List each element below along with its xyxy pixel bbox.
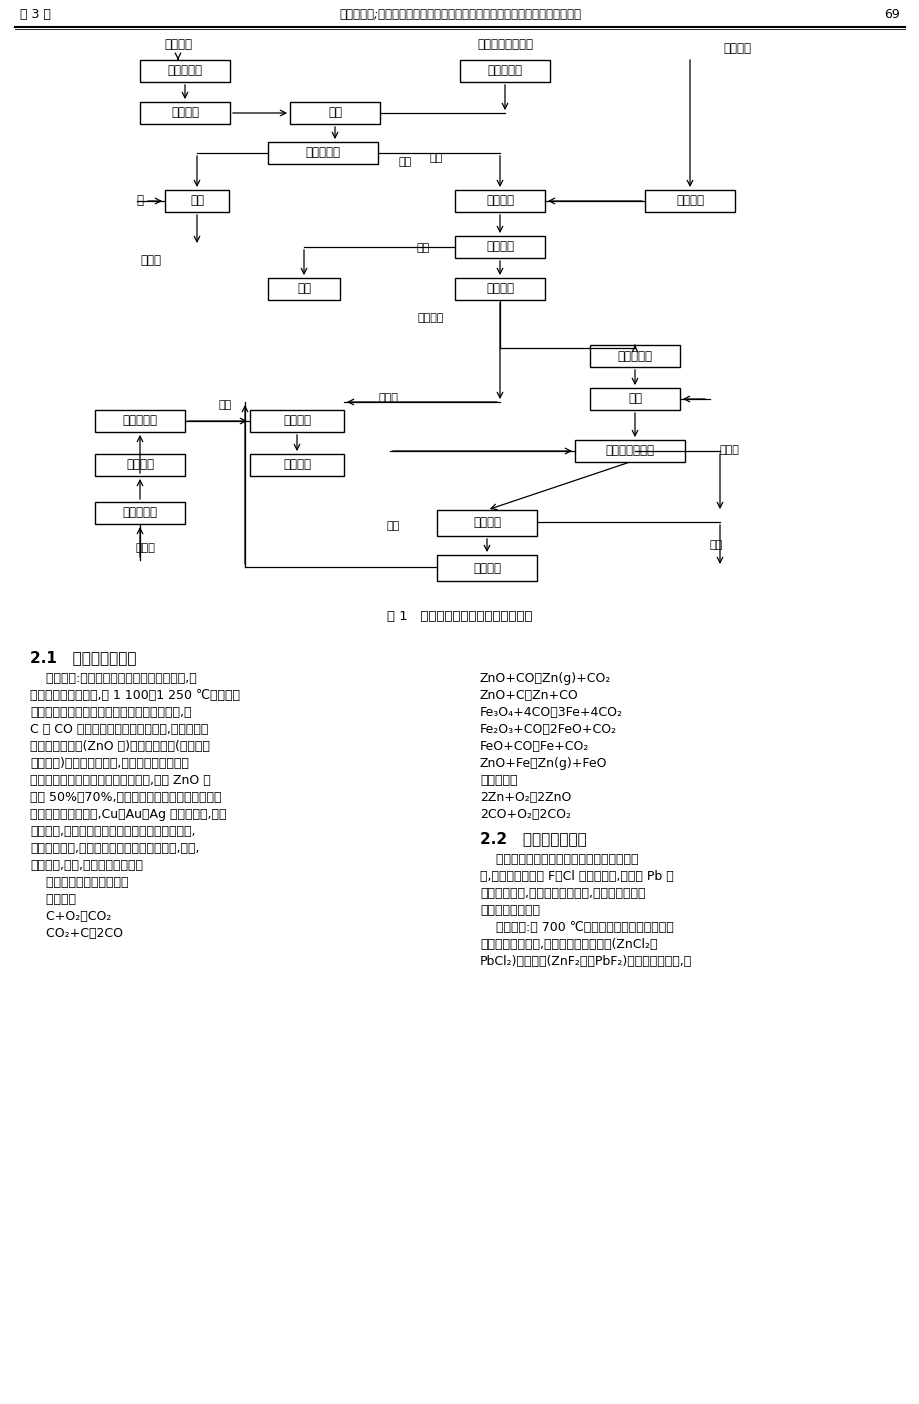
Bar (267, 142, 378, 164)
Text: CO₂+C＝2CO: CO₂+C＝2CO (30, 927, 123, 941)
Text: 2.2   回转窑二次焙烧: 2.2 回转窑二次焙烧 (480, 831, 586, 847)
Bar (437, 510, 537, 536)
Text: 蒸汽: 蒸汽 (416, 243, 429, 253)
Text: C+O₂＝CO₂: C+O₂＝CO₂ (30, 910, 111, 922)
Text: 回转窑二次焙烧: 回转窑二次焙烧 (605, 445, 653, 458)
Text: 石灰浆配置: 石灰浆配置 (122, 414, 157, 427)
Text: Fe₂O₃+CO＝2FeO+CO₂: Fe₂O₃+CO＝2FeO+CO₂ (480, 723, 617, 736)
Text: C 和 CO 还原为金属挥发而进入气相,在气相中又: C 和 CO 还原为金属挥发而进入气相,在气相中又 (30, 723, 208, 736)
Bar (644, 190, 734, 212)
Text: 工艺原理:往含锌物料中配入焦粉或无烟煤,由: 工艺原理:往含锌物料中配入焦粉或无烟煤,由 (30, 673, 197, 685)
Text: FeO+CO＝Fe+CO₂: FeO+CO＝Fe+CO₂ (480, 740, 589, 753)
Bar (589, 345, 679, 366)
Text: 锅炉换热)后导入收尘系统,使氧化物被收集。次: 锅炉换热)后导入收尘系统,使氧化物被收集。次 (30, 757, 188, 769)
Text: 达标排放: 达标排放 (283, 459, 311, 472)
Text: 剩焦返回使用,浮选后的余渣呈中性、颗粒状,多孔,: 剩焦返回使用,浮选后的余渣呈中性、颗粒状,多孔, (30, 842, 199, 855)
Text: 布袋收尘: 布袋收尘 (485, 282, 514, 295)
Text: 2Zn+O₂＝2ZnO: 2Zn+O₂＝2ZnO (480, 790, 571, 804)
Bar (250, 410, 344, 432)
Text: 含锌废料: 含锌废料 (164, 38, 192, 51)
Text: 水淬渣: 水淬渣 (140, 254, 161, 267)
Text: 氧化锌产品一般采用袋式除尘器收集,其中 ZnO 含: 氧化锌产品一般采用袋式除尘器收集,其中 ZnO 含 (30, 774, 210, 788)
Text: 重力沉降: 重力沉降 (485, 195, 514, 208)
Text: 回转窑挥发: 回转窑挥发 (305, 146, 340, 160)
Text: 石灰粉仓: 石灰粉仓 (126, 459, 153, 472)
Text: 锌焙砂: 锌焙砂 (720, 445, 739, 455)
Bar (589, 388, 679, 410)
Bar (455, 278, 544, 300)
Bar (140, 60, 230, 81)
Bar (95, 410, 185, 432)
Text: 窑内主要化学反应如下：: 窑内主要化学反应如下： (30, 876, 129, 889)
Text: 烟气脱硫: 烟气脱硫 (283, 414, 311, 427)
Text: 料。在回转窑作业中,Cu、Au、Ag 是不挥发的,存在: 料。在回转窑作业中,Cu、Au、Ag 是不挥发的,存在 (30, 807, 226, 821)
Text: 窑尾加入到回转窑内,在 1 100～1 250 ℃高温下处: 窑尾加入到回转窑内,在 1 100～1 250 ℃高温下处 (30, 689, 240, 702)
Text: 提供合格的原料。: 提供合格的原料。 (480, 904, 539, 917)
Text: 烟气冷却: 烟气冷却 (472, 517, 501, 529)
Text: 原料配伍: 原料配伍 (171, 107, 199, 119)
Text: 料层上层：: 料层上层： (480, 774, 517, 788)
Text: 石灰石: 石灰石 (135, 543, 154, 553)
Text: 天然气: 天然气 (378, 393, 398, 403)
Text: 软水制备: 软水制备 (675, 195, 703, 208)
Text: 发电: 发电 (297, 282, 311, 295)
Bar (95, 453, 185, 476)
Bar (460, 60, 550, 81)
Text: 有价金属元素,提高次氧化锌质量,为后续湿法炼锌: 有价金属元素,提高次氧化锌质量,为后续湿法炼锌 (480, 887, 645, 900)
Text: Fe₃O₄+4CO＝3Fe+4CO₂: Fe₃O₄+4CO＝3Fe+4CO₂ (480, 706, 622, 719)
Text: 焦炭、自产碳精矿: 焦炭、自产碳精矿 (476, 38, 532, 51)
Text: 2.1   回转窑还原烟化: 2.1 回转窑还原烟化 (30, 650, 136, 665)
Text: ZnO+CO＝Zn(g)+CO₂: ZnO+CO＝Zn(g)+CO₂ (480, 673, 611, 685)
Bar (437, 555, 537, 581)
Bar (455, 236, 544, 258)
Text: 布袋收尘: 布袋收尘 (472, 562, 501, 574)
Bar (140, 102, 230, 124)
Text: 烧,主要目的为脱除 F、Cl 等有害杂质,并富集 Pb 等: 烧,主要目的为脱除 F、Cl 等有害杂质,并富集 Pb 等 (480, 870, 673, 883)
Text: 工艺原理:在 700 ℃左右的高温、并保持炉内有: 工艺原理:在 700 ℃左右的高温、并保持炉内有 (480, 921, 673, 934)
Text: 原料库存放: 原料库存放 (167, 65, 202, 77)
Text: 上料: 上料 (328, 107, 342, 119)
Text: 烟气: 烟气 (398, 157, 412, 167)
Text: 次氧化锌: 次氧化锌 (417, 313, 444, 323)
Text: 焦炭库存放: 焦炭库存放 (487, 65, 522, 77)
Text: 尾粉: 尾粉 (709, 541, 722, 550)
Text: 中转、暂存: 中转、暂存 (617, 350, 652, 362)
Text: 烟气: 烟气 (219, 400, 232, 410)
Bar (574, 439, 685, 462)
Text: 水: 水 (136, 194, 143, 206)
Text: 窑渣: 窑渣 (429, 153, 443, 163)
Text: ZnO+C＝Zn+CO: ZnO+C＝Zn+CO (480, 689, 578, 702)
Text: ZnO+Fe＝Zn(g)+FeO: ZnO+Fe＝Zn(g)+FeO (480, 757, 607, 769)
Text: 工业新水: 工业新水 (722, 42, 750, 55)
Text: 料层内：: 料层内： (30, 893, 76, 906)
Text: 余热回收: 余热回收 (485, 240, 514, 254)
Text: 水淬: 水淬 (190, 195, 204, 208)
Text: 烟气: 烟气 (386, 521, 400, 531)
Text: 回转窑挥发产生的次氧化锌需要进行二次焙: 回转窑挥发产生的次氧化锌需要进行二次焙 (480, 854, 638, 866)
Text: 理。物料中的金属化合物与碳质燃料充分接触,被: 理。物料中的金属化合物与碳质燃料充分接触,被 (30, 706, 191, 719)
Text: 第 3 期: 第 3 期 (20, 7, 51, 21)
Text: 于窑渣中,窑渣经水淬后通过进一步浮选回收剩焦,: 于窑渣中,窑渣经水淬后通过进一步浮选回收剩焦, (30, 826, 196, 838)
Bar (267, 278, 340, 300)
Text: 图 1   含锌废料无害化处理工艺流程图: 图 1 含锌废料无害化处理工艺流程图 (387, 609, 532, 623)
Text: 石灰粉加工: 石灰粉加工 (122, 507, 157, 519)
Bar (289, 102, 380, 124)
Text: 半玻璃化,无毒,可用作建筑骨料。: 半玻璃化,无毒,可用作建筑骨料。 (30, 859, 142, 872)
Text: 被氧化成氧化物(ZnO 等)、炉气经冷却(或经余热: 被氧化成氧化物(ZnO 等)、炉气经冷却(或经余热 (30, 740, 210, 753)
Text: PbCl₂)、氟化物(ZnF₂、、PbF₂)等挥发进入烟气,从: PbCl₂)、氟化物(ZnF₂、、PbF₂)等挥发进入烟气,从 (480, 955, 691, 967)
Bar (250, 453, 344, 476)
Text: 制粒: 制粒 (628, 393, 641, 406)
Bar (95, 503, 185, 524)
Bar (165, 190, 229, 212)
Text: 一定负压的情况下,使沸点较低的氯化物(ZnCl₂、: 一定负压的情况下,使沸点较低的氯化物(ZnCl₂、 (480, 938, 657, 951)
Text: 量为 50%～70%,进一步处理后作为锌冶企业的原: 量为 50%～70%,进一步处理后作为锌冶企业的原 (30, 790, 221, 804)
Text: 2CO+O₂＝2CO₂: 2CO+O₂＝2CO₂ (480, 807, 571, 821)
Text: 69: 69 (883, 7, 899, 21)
Bar (455, 190, 544, 212)
Text: 后洁琼，等;利用含锌冶炼废渣资源生产锌焙砂工艺过程及污染防治措施的探讨: 后洁琼，等;利用含锌冶炼废渣资源生产锌焙砂工艺过程及污染防治措施的探讨 (338, 7, 581, 21)
